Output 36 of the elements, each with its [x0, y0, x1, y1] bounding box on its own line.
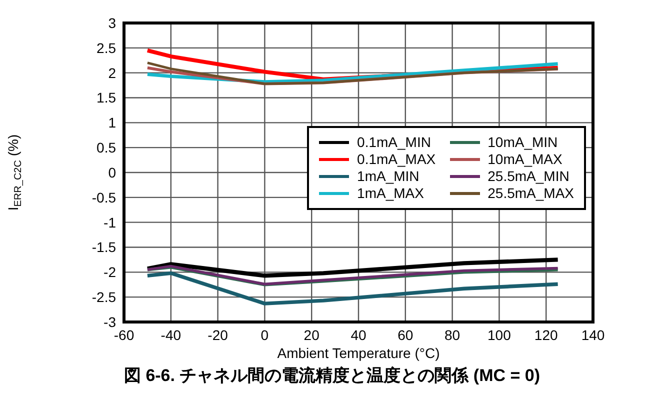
- y-tick-label: 0.5: [96, 140, 116, 156]
- y-tick-label: 3: [108, 14, 116, 31]
- legend-label: 25.5mA_MAX: [488, 185, 574, 202]
- x-tick-label: 20: [304, 326, 320, 343]
- legend-label: 1mA_MAX: [357, 185, 424, 202]
- legend-label: 10mA_MIN: [488, 134, 558, 151]
- y-tick-label: -1: [104, 214, 116, 230]
- x-tick-label: 120: [534, 326, 558, 343]
- y-tick-label: -1.5: [92, 239, 116, 256]
- text: 図 6-6. チャネル間の電流精度と温度との関係 (MC = 0): [122, 365, 542, 387]
- x-tick-label: 80: [444, 326, 460, 343]
- x-tick-label: 100: [488, 326, 512, 343]
- x-axis-title: Ambient Temperature (°C): [277, 345, 440, 361]
- y-tick-label: 1.5: [96, 90, 116, 106]
- y-tick-label: 1: [108, 114, 116, 131]
- x-tick-label: -40: [160, 326, 182, 343]
- y-tick-label: 2.5: [96, 40, 116, 56]
- x-tick-label: 60: [398, 326, 414, 343]
- legend-label: 0.1mA_MAX: [357, 151, 436, 168]
- y-tick-label: -0.5: [92, 189, 116, 206]
- x-tick-label: -60: [114, 326, 134, 343]
- y-tick-label: 2: [108, 64, 116, 81]
- y-tick-label: -2.5: [92, 289, 116, 306]
- line-series: [146, 271, 560, 306]
- x-tick-label: 0: [260, 326, 269, 343]
- legend-label: 10mA_MAX: [488, 151, 562, 168]
- line-series: [145, 258, 560, 278]
- y-tick-label: 0: [108, 164, 116, 180]
- x-tick-label: 40: [350, 326, 366, 343]
- y-tick-label: -3: [104, 314, 116, 330]
- y-tick-label: -2: [104, 264, 116, 280]
- legend-label: 0.1mA_MIN: [357, 134, 431, 151]
- x-tick-label: -20: [208, 326, 228, 343]
- legend-label: 25.5mA_MIN: [488, 168, 570, 185]
- x-tick-label: 140: [581, 326, 605, 343]
- legend-label: 1mA_MIN: [357, 168, 420, 185]
